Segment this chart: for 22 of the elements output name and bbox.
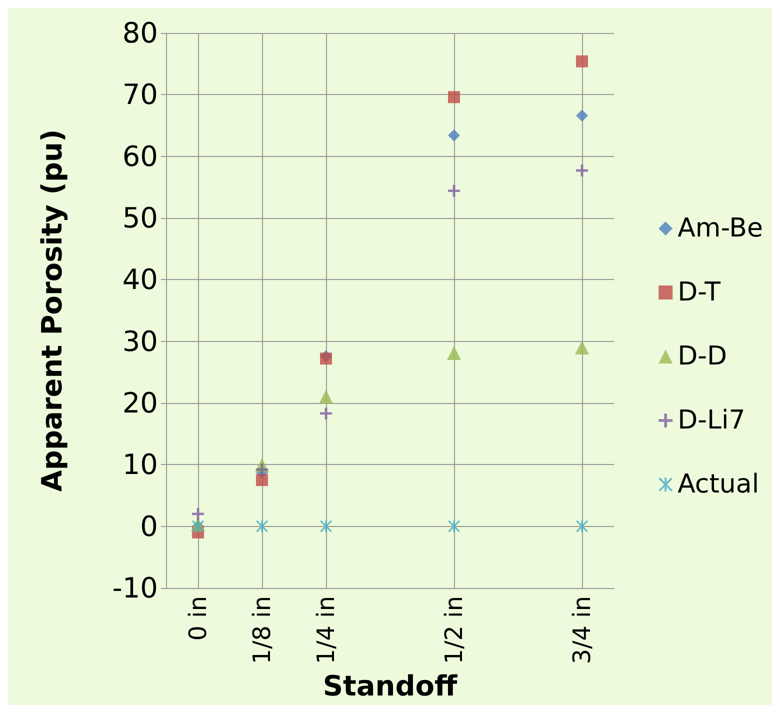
x-axis-title: Standoff [322,670,458,702]
y-tick-label: 0 [140,510,158,543]
y-tick-label: 60 [122,140,158,173]
x-tick-label: 1/2 in [440,596,468,664]
legend-label: D-Li7 [678,406,746,436]
y-tick-label: 30 [122,324,158,358]
legend-label: D-T [678,278,721,308]
y-tick-label: 70 [122,78,158,112]
y-tick-label: 20 [122,386,158,420]
x-tick-label: 1/4 in [312,596,340,664]
x-tick-label: 0 in [184,596,212,641]
legend-label: D-D [678,342,728,372]
x-tick-label: 1/8 in [248,596,276,664]
y-tick-label: -10 [112,571,158,604]
y-axis-title: Apparent Porosity (pu) [36,129,68,492]
x-tick-label: 3/4 in [568,596,596,664]
legend-label: Actual [678,470,760,500]
y-tick-label: 10 [122,448,158,482]
y-tick-label: 40 [122,263,158,296]
y-tick-label: 80 [122,16,158,50]
y-tick-label: 50 [122,201,158,234]
legend-label: Am-Be [678,214,764,244]
